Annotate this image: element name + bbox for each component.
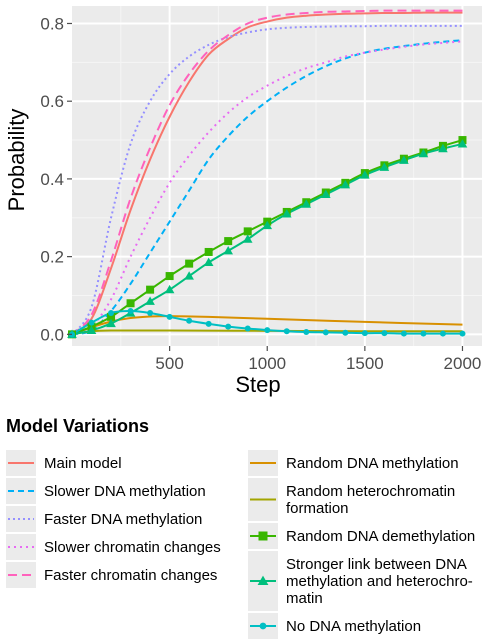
marker-circle [205, 320, 212, 327]
legend-label: Faster DNA methylation [44, 511, 202, 528]
marker-triangle [145, 296, 155, 305]
marker-square [165, 272, 174, 281]
marker-square [126, 299, 135, 308]
y-tick-label: 0.6 [40, 92, 64, 111]
marker-triangle [203, 257, 214, 267]
legend-label: Slower DNA methylation [44, 483, 206, 500]
marker-circle [166, 313, 173, 320]
marker-triangle [281, 209, 292, 218]
y-tick-label: 0.4 [40, 170, 64, 189]
marker-triangle [106, 318, 116, 328]
marker-square [243, 227, 252, 236]
legend-title: Model Variations [6, 416, 149, 436]
marker-square [204, 247, 213, 256]
legend-label: Slower chromatin changes [44, 539, 221, 556]
marker-triangle [438, 143, 448, 153]
legend-label: Stronger link between DNA [286, 556, 467, 573]
marker-triangle [457, 139, 468, 148]
legend: Main model Slower DNA methylation Faster D… [6, 450, 475, 639]
marker-circle [342, 329, 349, 336]
marker-circle [439, 330, 446, 337]
marker-circle [244, 325, 251, 332]
marker-circle [259, 622, 267, 630]
legend-label: Random DNA methylation [286, 455, 459, 472]
y-axis-title: Probability [4, 109, 29, 212]
marker-circle [264, 327, 271, 334]
y-tick-label: 0.8 [40, 14, 64, 33]
series-line [71, 40, 463, 336]
marker-triangle [360, 170, 370, 179]
marker-circle [361, 330, 368, 337]
marker-triangle [242, 234, 253, 243]
marker-circle [108, 309, 115, 316]
marker-circle [127, 308, 134, 315]
marker-square [224, 237, 233, 246]
marker-circle [88, 319, 95, 326]
legend-label: Faster chromatin changes [44, 567, 217, 584]
x-tick-label: 1000 [248, 354, 286, 373]
x-tick-label: 1500 [346, 354, 384, 373]
series-group [67, 9, 468, 339]
marker-square [185, 259, 194, 268]
series-line [71, 24, 463, 335]
marker-triangle [223, 246, 233, 255]
series-line [71, 9, 463, 336]
legend-label: Main model [44, 455, 122, 472]
marker-triangle [399, 155, 409, 164]
y-tick-label: 0.0 [40, 325, 64, 344]
marker-circle [147, 309, 154, 316]
x-tick-label: 500 [155, 354, 183, 373]
x-axis-title: Step [235, 372, 280, 397]
marker-circle [381, 330, 388, 337]
marker-circle [459, 330, 466, 337]
legend-label: formation [286, 500, 349, 517]
marker-square [258, 531, 268, 541]
marker-circle [225, 323, 232, 330]
marker-circle [283, 328, 290, 335]
legend-label: matin [286, 590, 323, 607]
marker-circle [186, 317, 193, 324]
marker-circle [400, 330, 407, 337]
marker-triangle [257, 575, 269, 586]
marker-triangle [164, 284, 175, 294]
legend-label: Random DNA demethylation [286, 528, 475, 545]
legend-key-background [6, 506, 36, 532]
y-tick-label: 0.2 [40, 248, 64, 267]
marker-triangle [86, 325, 97, 335]
marker-triangle [301, 199, 312, 208]
legend-label: No DNA methylation [286, 618, 421, 635]
axis-ticks: 500 1000 1500 2000 0.0 0.2 0.4 0.6 0.8 [40, 14, 481, 373]
marker-triangle [379, 162, 390, 171]
legend-label: methylation and heterochro- [286, 573, 473, 590]
marker-circle [420, 330, 427, 337]
marker-square [107, 312, 116, 321]
x-tick-label: 2000 [444, 354, 482, 373]
marker-triangle [262, 220, 273, 230]
series-line [71, 39, 463, 336]
marker-triangle [418, 148, 429, 158]
marker-triangle [321, 189, 331, 199]
series-line [71, 11, 463, 336]
marker-circle [322, 329, 329, 336]
marker-square [146, 285, 155, 294]
marker-triangle [340, 179, 351, 189]
marker-circle [303, 329, 310, 336]
legend-label: Random heterochromatin [286, 483, 455, 500]
marker-triangle [184, 271, 194, 280]
